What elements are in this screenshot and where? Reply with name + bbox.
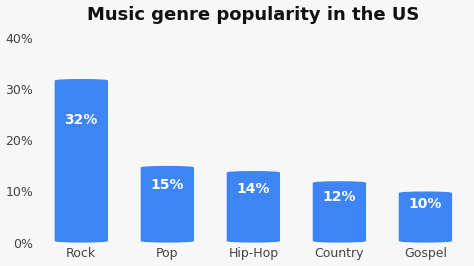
FancyBboxPatch shape xyxy=(55,79,108,243)
Text: 14%: 14% xyxy=(237,182,270,196)
FancyBboxPatch shape xyxy=(399,192,452,243)
Text: 15%: 15% xyxy=(151,178,184,192)
FancyBboxPatch shape xyxy=(141,166,194,243)
Text: 12%: 12% xyxy=(323,190,356,203)
Text: 32%: 32% xyxy=(64,113,98,127)
Title: Music genre popularity in the US: Music genre popularity in the US xyxy=(87,6,419,24)
FancyBboxPatch shape xyxy=(227,171,280,243)
Text: 10%: 10% xyxy=(409,197,442,211)
FancyBboxPatch shape xyxy=(313,181,366,243)
